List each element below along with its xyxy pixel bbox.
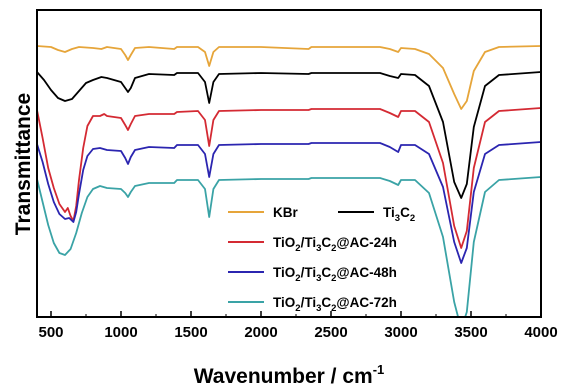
series-line-2 [37,71,541,199]
plot-frame [36,9,542,318]
series-layer [37,45,541,317]
legend-label-3: TiO2/Ti3C2@AC-24h [273,235,397,254]
legend-label-5: TiO2/Ti3C2@AC-72h [273,295,397,314]
legend: KBr Ti3C2 TiO2/Ti3C2@AC-24h TiO2/Ti3C2@AC-4… [228,205,415,314]
x-tick-label: 2500 [314,324,347,341]
x-axis-title-text: Wavenumber / cm [194,365,373,388]
x-tick-label: 1000 [104,324,137,341]
x-tick-label: 2000 [244,324,277,341]
x-axis: 500 1000 1500 2000 2500 3000 3500 4000 [38,311,558,341]
series-line-5 [37,176,541,317]
x-axis-title-superscript: -1 [373,362,385,377]
series-line-3 [37,107,541,249]
legend-label-4: TiO2/Ti3C2@AC-48h [273,265,397,284]
x-tick-label: 4000 [524,324,557,341]
x-tick-label: 500 [38,324,63,341]
legend-label-2: Ti3C2 [383,205,415,224]
y-axis-title: Transmittance [12,93,35,235]
x-tick-label: 1500 [174,324,207,341]
series-line-1 [37,45,541,110]
x-axis-title: Wavenumber / cm-1 [194,362,385,388]
x-tick-label: 3500 [454,324,487,341]
x-tick-label: 3000 [384,324,417,341]
legend-label-1: KBr [273,205,298,220]
series-line-4 [37,141,541,264]
